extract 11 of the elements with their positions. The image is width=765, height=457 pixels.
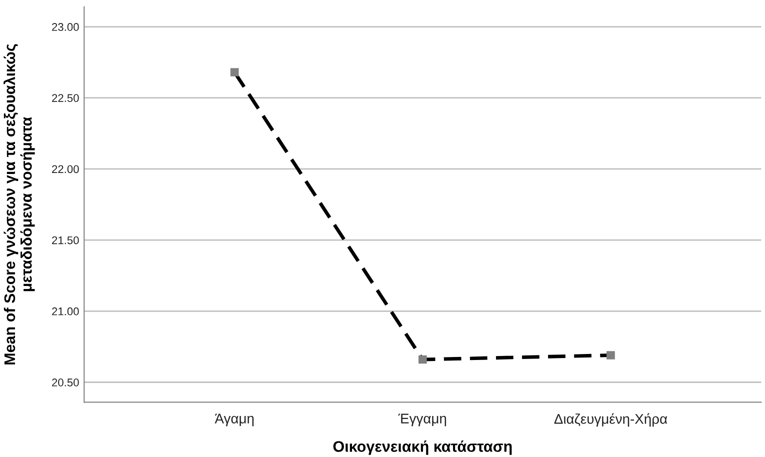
y-tick-label: 21.50 (52, 236, 79, 244)
y-tick-label: 22.50 (52, 94, 79, 102)
x-tick-label: Άγαμη (214, 414, 254, 426)
x-tick-label: Έγγαμη (398, 414, 446, 426)
y-tick-label: 21.00 (52, 307, 79, 316)
y-axis-title: Mean of Score γνώσεων για τα σεξουαλικώς μεταδιδόμενα νοσήματα (4, 44, 35, 364)
y-tick-label: 22.00 (52, 165, 79, 174)
y-tick-label: 23.00 (52, 23, 79, 31)
x-axis-title: Οικογενειακή κατάσταση (333, 440, 512, 455)
x-tick-label: Διαζευγμένη-Χήρα (554, 413, 668, 427)
y-tick-label: 20.50 (52, 378, 79, 386)
